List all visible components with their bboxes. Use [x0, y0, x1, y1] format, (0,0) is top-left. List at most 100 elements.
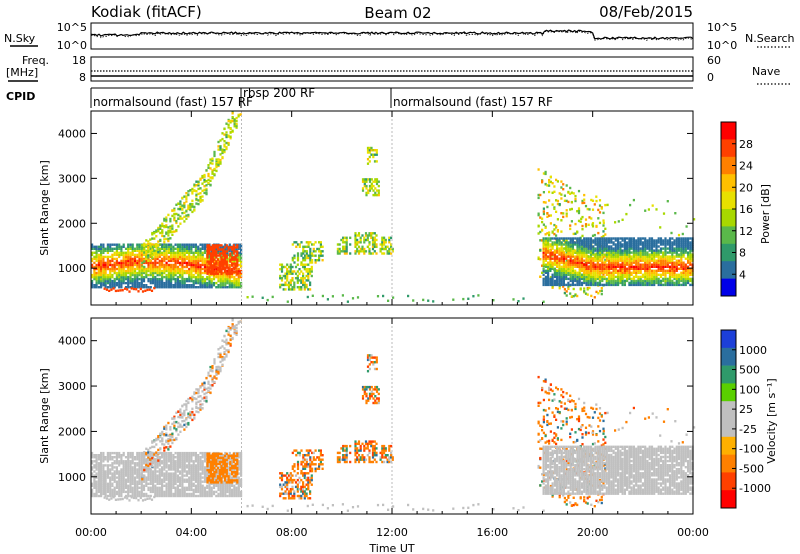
power-cell-3292 — [608, 239, 611, 242]
power-cell-3223 — [601, 253, 604, 256]
power-cell-2595 — [593, 203, 596, 206]
velocity-cell-372 — [136, 474, 139, 477]
power-cell-563 — [158, 249, 161, 252]
power-cell-2950 — [574, 275, 577, 279]
power-cell-1999 — [309, 250, 312, 253]
power-cell-1955 — [293, 261, 296, 264]
power-cell-1420 — [179, 222, 182, 225]
velocity-cell-778 — [183, 454, 186, 457]
power-cell-3340 — [614, 279, 617, 283]
velocity-cell-458 — [147, 488, 150, 492]
power-cell-2780 — [556, 275, 559, 279]
power-cell-2977 — [576, 255, 579, 258]
power-cell-1548 — [211, 169, 214, 172]
velocity-cell-666 — [172, 486, 175, 489]
power-cell-3651 — [646, 265, 649, 268]
power-cell-1570 — [215, 158, 218, 161]
power-cell-3987 — [682, 255, 685, 258]
power-cell-3729 — [653, 239, 656, 242]
power-cell-857 — [194, 277, 197, 281]
nsky-label: N.Sky — [4, 32, 36, 45]
power-cell-1193 — [235, 277, 238, 281]
power-cell-1355 — [161, 231, 164, 234]
power-cell-1495 — [197, 199, 200, 202]
power-cell-1515 — [201, 182, 204, 185]
power-cell-769 — [183, 265, 186, 269]
power-cell-3219 — [601, 261, 604, 264]
power-cell-3941 — [677, 263, 681, 266]
power-cell-4010 — [684, 249, 687, 252]
power-cell-2197 — [370, 153, 373, 156]
cpid-segment-2: rbsp 200 RF — [243, 86, 315, 100]
power-cell-1602 — [223, 143, 226, 146]
velocity-cell-182 — [113, 488, 116, 492]
power-cell-426 — [142, 277, 146, 281]
power-cell-2312 — [542, 264, 545, 268]
power-cell-592 — [163, 265, 166, 269]
velocity-cell-563 — [158, 458, 161, 461]
power-cell-3516 — [632, 271, 635, 274]
power-cell-3749 — [655, 239, 658, 242]
power-cell-3450 — [626, 275, 629, 279]
velocity-cell-21 — [93, 478, 96, 481]
power-cell-3446 — [623, 239, 626, 242]
power-cell-2721 — [549, 281, 552, 285]
power-cell-3740 — [655, 259, 658, 262]
velocity-cell-519 — [154, 472, 157, 475]
power-cell-2439 — [563, 291, 566, 295]
power-cell-1165 — [231, 259, 234, 263]
power-cell-230 — [118, 243, 121, 246]
power-cell-3692 — [650, 273, 654, 276]
power-cell-1293 — [147, 242, 150, 246]
velocity-cell-780 — [185, 494, 188, 498]
power-cell-1559 — [213, 154, 216, 158]
power-cell-1713 — [215, 260, 218, 263]
power-cell-364 — [136, 284, 139, 287]
power-cell-4079 — [580, 217, 583, 220]
power-cell-3261 — [605, 255, 608, 258]
power-cell-2764 — [553, 267, 556, 270]
velocity-cell-125 — [104, 456, 107, 459]
velocity-cell-170 — [111, 474, 114, 477]
power-cell-2672 — [542, 245, 545, 248]
power-cell-2168 — [372, 193, 375, 197]
power-cell-82 — [100, 257, 103, 261]
power-cell-1843 — [282, 283, 285, 287]
power-cell-3510 — [630, 237, 633, 240]
power-cell-636 — [167, 257, 170, 261]
power-cell-1382 — [169, 230, 172, 234]
velocity-cell-273 — [124, 480, 128, 483]
power-cell-3348 — [614, 259, 617, 262]
power-cell-1771 — [225, 264, 228, 267]
power-cell-3001 — [578, 255, 581, 258]
power-cell-2948 — [574, 279, 577, 283]
velocity-cell-289 — [127, 484, 130, 487]
power-cell-2266 — [412, 299, 415, 302]
velocity-cell-650 — [170, 480, 173, 483]
velocity-cell-763 — [183, 492, 186, 496]
power-cell-1854 — [286, 279, 289, 282]
power-cell-2986 — [576, 237, 579, 240]
power-cell-3003 — [578, 251, 581, 254]
power-cell-2365 — [551, 182, 554, 185]
power-cell-2032 — [321, 250, 324, 253]
power-cell-1528 — [205, 192, 208, 195]
power-cell-2248 — [261, 296, 264, 299]
power-cell-1666 — [208, 262, 211, 265]
power-cell-2285 — [537, 213, 540, 217]
velocity-cell-723 — [179, 490, 182, 494]
power-cell-3998 — [684, 281, 687, 285]
power-cell-3334 — [612, 247, 615, 250]
power-cell-1143 — [228, 267, 231, 271]
power-cell-4001 — [684, 275, 687, 279]
power-cell-2838 — [560, 245, 563, 248]
power-cell-1940 — [307, 268, 310, 271]
power-cell-726 — [179, 273, 182, 277]
power-cell-548 — [158, 284, 161, 287]
power-cell-457 — [147, 286, 150, 289]
velocity-cell-77 — [100, 476, 103, 479]
power-cell-2040 — [338, 247, 341, 251]
velocity-cell-237 — [120, 482, 123, 485]
velocity-cell-685 — [174, 488, 177, 492]
power-cell-3504 — [630, 251, 633, 254]
